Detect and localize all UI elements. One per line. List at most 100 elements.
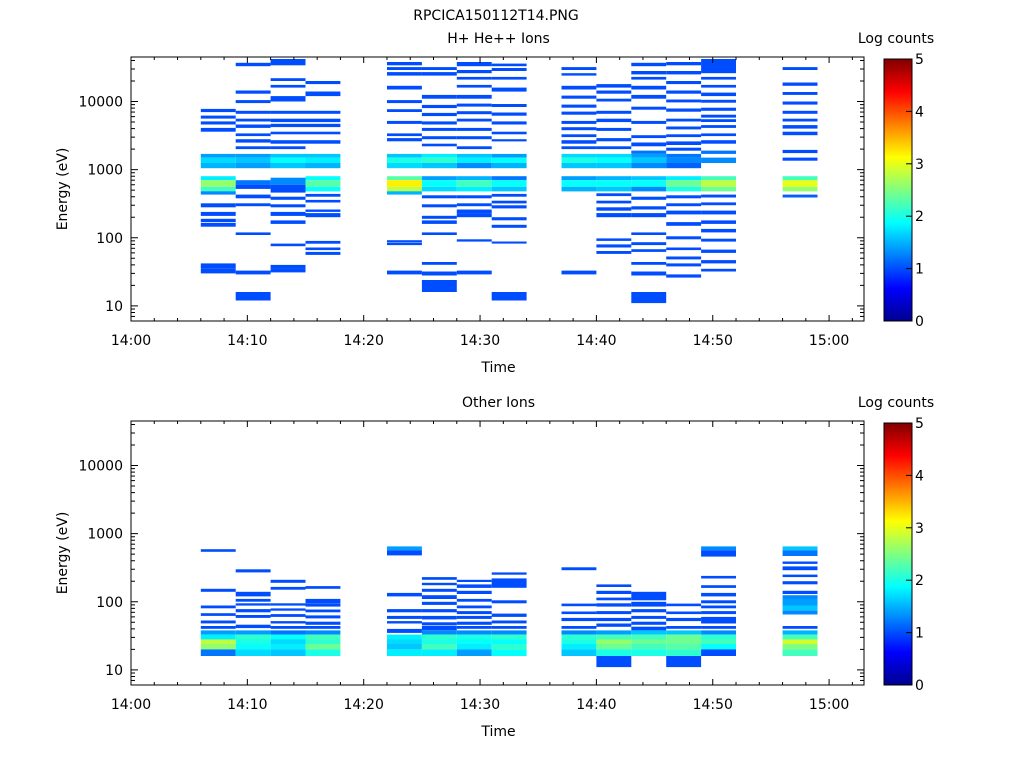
- heatmap-cell: [561, 157, 597, 163]
- heatmap-cell: [270, 264, 306, 269]
- heatmap-cell: [305, 609, 341, 613]
- heatmap-cell: [456, 76, 492, 80]
- heatmap-cell: [701, 92, 736, 97]
- heatmap-cell: [596, 163, 632, 169]
- colorbar-tick-label: 3: [915, 157, 924, 173]
- heatmap-cell: [421, 639, 457, 644]
- heatmap-cell: [701, 119, 736, 122]
- y-tick-label: 1000: [87, 163, 123, 179]
- y-tick-label: 1000: [87, 527, 123, 543]
- heatmap-cell: [421, 180, 457, 187]
- heatmap-cell: [782, 176, 818, 181]
- heatmap-cell: [596, 200, 632, 204]
- heatmap-cell: [270, 220, 306, 224]
- heatmap-cell: [270, 78, 306, 81]
- heatmap-cell: [701, 592, 736, 597]
- heatmap-cell: [200, 218, 236, 223]
- heatmap-cell: [596, 623, 632, 627]
- heatmap-cell: [235, 292, 271, 301]
- heatmap-cell: [387, 628, 422, 633]
- heatmap-cell: [491, 620, 527, 624]
- heatmap-cell: [782, 92, 818, 95]
- heatmap-cell: [596, 110, 632, 114]
- heatmap-cell: [491, 131, 527, 135]
- heatmap-cell: [270, 146, 306, 150]
- heatmap-cell: [631, 106, 667, 110]
- heatmap-cell: [666, 630, 702, 635]
- heatmap-cell: [561, 67, 597, 70]
- heatmap-cell: [561, 176, 597, 181]
- heatmap-cell: [235, 649, 271, 656]
- heatmap-cell: [666, 62, 702, 66]
- x-tick-label: 14:10: [227, 697, 267, 713]
- heatmap-cell: [200, 115, 236, 119]
- heatmap-cell: [666, 126, 702, 130]
- heatmap-cell: [235, 100, 271, 104]
- heatmap-cell: [491, 87, 527, 92]
- heatmap-cell: [421, 157, 457, 163]
- heatmap-cell: [666, 210, 702, 215]
- heatmap-cell: [270, 84, 306, 88]
- heatmap-cell: [456, 584, 492, 588]
- heatmap-cell: [631, 142, 667, 147]
- heatmap-cell: [631, 153, 667, 158]
- heatmap-cell: [596, 656, 632, 668]
- colorbar-tick-label: 1: [915, 262, 924, 278]
- heatmap-cell: [200, 630, 236, 635]
- heatmap-cell: [491, 139, 527, 142]
- heatmap-cell: [782, 67, 818, 70]
- heatmap-cell: [421, 626, 457, 631]
- heatmap-cell: [491, 626, 527, 629]
- heatmap-cell: [631, 609, 667, 613]
- heatmap-cell: [491, 186, 527, 192]
- heatmap-cell: [235, 146, 271, 150]
- heatmap-cell: [666, 157, 702, 163]
- heatmap-cell: [235, 615, 271, 618]
- heatmap-cell: [305, 240, 341, 244]
- heatmap-cell: [701, 220, 736, 224]
- heatmap-cell: [491, 292, 527, 301]
- panel-title: H+ He++ Ions: [447, 31, 550, 47]
- heatmap-cell: [596, 207, 632, 211]
- heatmap-cell: [561, 95, 597, 99]
- heatmap-cell: [305, 644, 341, 650]
- heatmap-cell: [305, 157, 341, 163]
- heatmap-cell: [666, 236, 702, 240]
- heatmap-cell: [701, 611, 736, 615]
- heatmap-cell: [305, 131, 341, 135]
- heatmap-cell: [387, 163, 422, 169]
- heatmap-cell: [421, 577, 457, 580]
- heatmap-cell: [270, 630, 306, 635]
- heatmap-cell: [561, 127, 597, 131]
- heatmap-cell: [782, 610, 818, 615]
- heatmap-cell: [387, 649, 422, 656]
- heatmap-cell: [270, 634, 306, 640]
- heatmap-cell: [387, 153, 422, 158]
- heatmap-cell: [235, 194, 271, 199]
- heatmap-cell: [561, 153, 597, 158]
- heatmap-cell: [631, 615, 667, 619]
- heatmap-cell: [631, 262, 667, 265]
- heatmap-cell: [782, 574, 818, 578]
- heatmap-cell: [235, 203, 271, 207]
- panel-2: 14:00 14:10 14:20 14:30 14:40 14:50 15:0010100…: [55, 395, 934, 740]
- x-axis-label: Time: [480, 724, 515, 740]
- heatmap-cell: [596, 238, 632, 241]
- heatmap-cell: [456, 62, 492, 67]
- y-tick-label: 100: [96, 595, 123, 611]
- heatmap-cell: [421, 220, 457, 224]
- heatmap-cell: [421, 582, 457, 586]
- heatmap-cell: [701, 99, 736, 103]
- heatmap-cell: [596, 98, 632, 102]
- heatmap-cell: [666, 153, 702, 158]
- heatmap-cell: [666, 644, 702, 650]
- colorbar-label: Log counts: [858, 31, 934, 47]
- heatmap-cell: [305, 153, 341, 158]
- heatmap-cell: [701, 649, 736, 656]
- heatmap-cell: [701, 76, 736, 80]
- heatmap-cell: [235, 124, 271, 128]
- heatmap-cell: [235, 609, 271, 613]
- heatmap-cell: [701, 140, 736, 144]
- heatmap-cell: [270, 196, 306, 200]
- heatmap-cell: [596, 193, 632, 197]
